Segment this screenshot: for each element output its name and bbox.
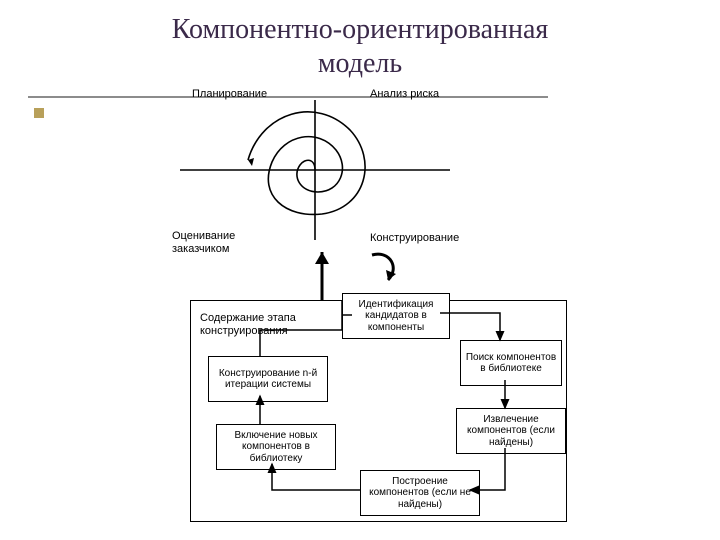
diagram-svg xyxy=(0,0,720,540)
